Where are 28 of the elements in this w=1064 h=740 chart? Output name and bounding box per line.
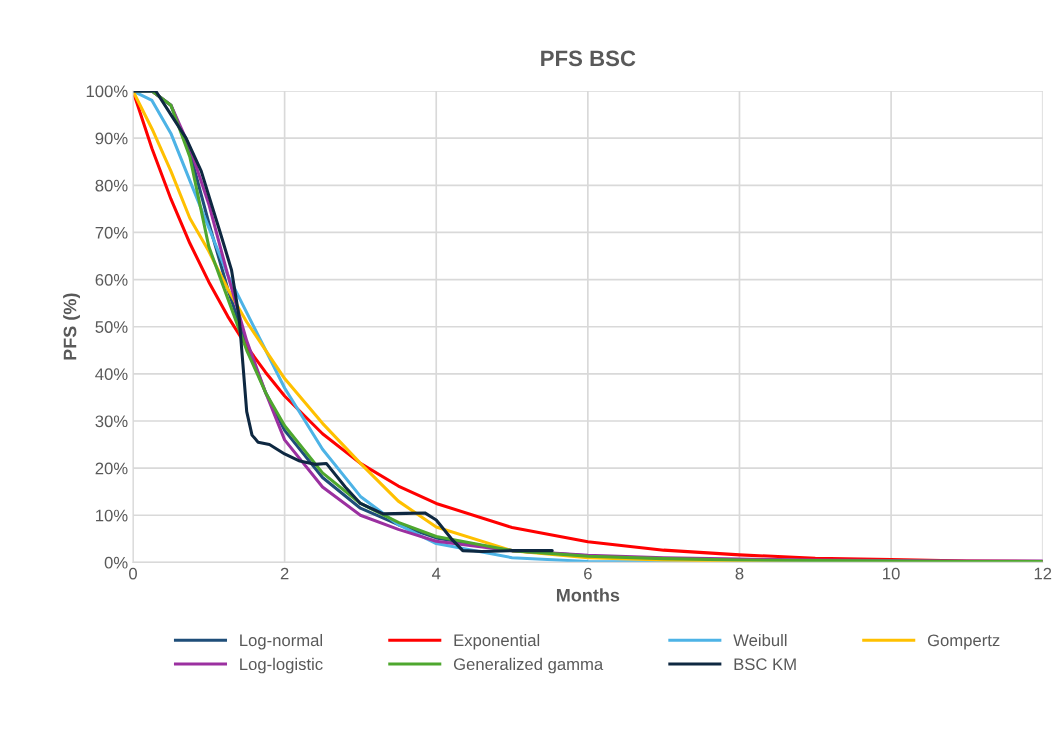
y-tick-label: 0% (104, 556, 128, 569)
y-tick-label: 80% (95, 179, 128, 192)
legend-label: Log-logistic (240, 657, 323, 674)
y-tick-label: 60% (95, 273, 128, 286)
y-axis-title: PFS (%) (63, 293, 80, 360)
y-tick-label: 30% (95, 415, 128, 428)
x-tick-label: 8 (735, 567, 744, 580)
x-tick-label: 10 (883, 567, 900, 580)
legend-label: Generalized gamma (453, 657, 604, 674)
y-tick-label: 90% (95, 132, 128, 145)
y-tick-label: 100% (86, 85, 128, 98)
legend-label: Exponential (454, 633, 540, 650)
legend-label: Log-normal (240, 633, 322, 650)
x-tick-label: 2 (280, 567, 289, 580)
y-tick-label: 20% (95, 462, 128, 475)
x-axis-title: Months (556, 588, 620, 602)
x-tick-label: 4 (431, 567, 441, 580)
chart-title: PFS BSC (541, 50, 636, 67)
legend-label: Gompertz (927, 634, 1000, 650)
x-tick-label: 6 (584, 567, 592, 580)
y-tick-label: 50% (95, 321, 128, 333)
y-tick-label: 10% (96, 509, 128, 522)
y-tick-label: 40% (95, 368, 128, 381)
x-tick-label: 0 (129, 567, 137, 580)
legend-label: Weibull (733, 633, 787, 647)
legend-label: BSC KM (734, 658, 796, 671)
x-tick-label: 12 (1034, 567, 1052, 580)
y-tick-label: 70% (95, 226, 128, 239)
